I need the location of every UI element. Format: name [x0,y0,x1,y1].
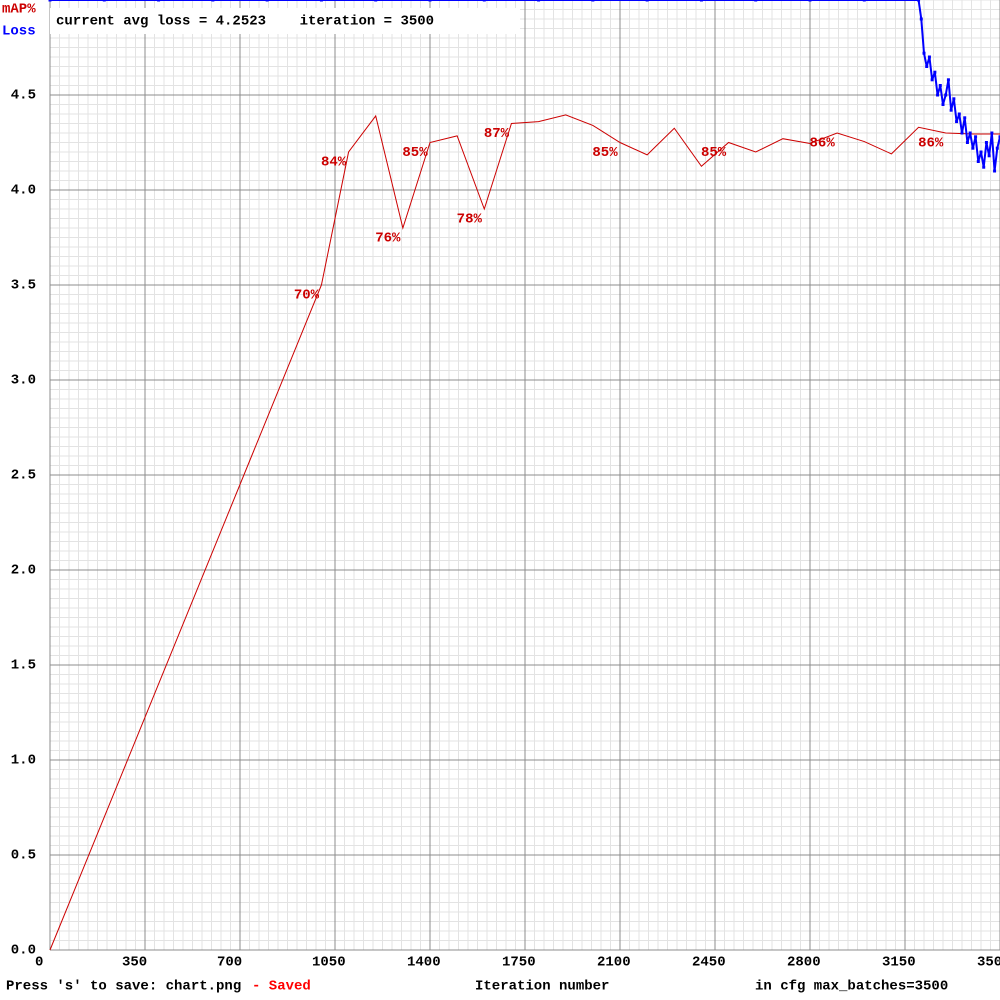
loss-point [957,112,961,116]
loss-point [917,0,921,2]
x-tick-label: 0 [35,955,43,971]
loss-point [930,78,934,82]
y-tick-label: 2.0 [11,563,36,579]
loss-point [537,0,541,2]
loss-point [862,0,866,2]
data-label: 86% [918,136,944,152]
loss-point [754,0,758,2]
x-axis-label: Iteration number [475,979,609,995]
loss-point [808,0,812,2]
loss-point [949,108,953,112]
data-label: 85% [402,145,428,161]
data-label: 84% [321,155,347,171]
data-label: 70% [294,288,320,304]
loss-point [319,0,323,2]
loss-point [987,154,991,158]
loss-point [993,169,997,173]
x-tick-label: 1050 [312,955,346,971]
loss-point [591,0,595,2]
loss-point [482,0,486,2]
loss-point [965,141,969,144]
y-tick-label: 0.0 [11,943,36,959]
data-label: 86% [810,136,836,152]
y-tick-label: 2.5 [11,468,36,484]
save-hint: Press 's' to save: chart.png [6,979,241,995]
y-tick-label: 3.5 [11,278,36,294]
loss-point [955,120,959,124]
data-label: 78% [457,212,483,228]
loss-point [968,131,972,135]
config-note: in cfg max_batches=3500 [755,979,948,995]
loss-point [925,65,929,68]
loss-point [265,0,269,2]
loss-point [699,0,703,2]
y-tick-label: 1.0 [11,753,36,769]
loss-point [102,0,106,2]
loss-point [990,131,994,135]
plot-area [48,0,1000,951]
loss-point [979,150,983,154]
y-tick-label: 3.0 [11,373,36,389]
x-tick-label: 2800 [787,955,821,971]
loss-point [971,146,975,150]
x-tick-label: 350 [122,955,147,971]
data-label: 87% [484,126,510,142]
loss-point [645,0,649,2]
y-tick-label: 4.5 [11,88,36,104]
y-tick-label: 1.5 [11,658,36,674]
map-line [49,114,1000,951]
data-label: 85% [701,145,727,161]
loss-point [211,0,215,2]
loss-point [157,0,161,2]
loss-point [960,131,964,135]
loss-point [998,135,1000,139]
x-tick-label: 2450 [692,955,726,971]
loss-point [374,0,378,2]
loss-point [946,78,950,82]
loss-point [976,160,980,163]
loss-point [995,146,999,150]
loss-point [919,17,923,21]
x-tick-label: 700 [217,955,242,971]
y-tick-label: 0.5 [11,848,36,864]
saved-status: - Saved [252,979,311,995]
loss-point [936,93,940,97]
x-tick-label: 3150 [882,955,916,971]
loss-point [428,0,432,2]
loss-point [941,103,945,106]
x-tick-label: 1750 [502,955,536,971]
chart-title: current avg loss = 4.2523 iteration = 35… [56,14,434,30]
loss-point [982,165,986,169]
legend-entry: mAP% [2,2,36,18]
legend-entry: Loss [2,24,36,40]
data-label: 76% [375,231,401,247]
x-tick-label: 3500 [977,955,1000,971]
x-tick-label: 2100 [597,955,631,971]
loss-point [927,55,931,59]
loss-point [48,0,52,2]
grid [49,0,1000,951]
loss-point [933,70,937,74]
loss-point [963,116,967,120]
loss-point [952,97,956,101]
data-label: 85% [592,145,618,161]
y-tick-label: 4.0 [11,183,36,199]
loss-point [974,135,978,139]
loss-point [938,84,942,87]
x-tick-label: 1400 [407,955,441,971]
loss-point [922,51,926,55]
header-box [50,8,520,34]
loss-point [944,93,948,97]
loss-point [984,141,988,144]
